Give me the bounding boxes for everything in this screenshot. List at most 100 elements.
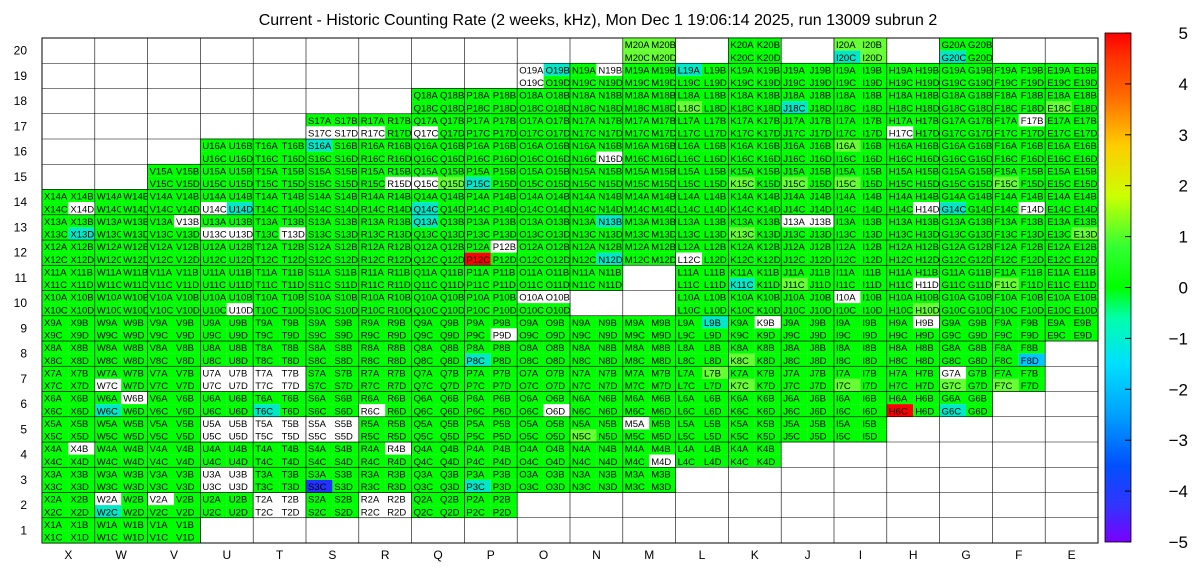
heatmap-cell: [649, 378, 676, 392]
cell-label: V1B: [176, 520, 194, 531]
heatmap-cell: [913, 315, 940, 329]
heatmap-cell: [438, 315, 465, 329]
heatmap-cell: [596, 315, 623, 329]
cell-label: I8A: [836, 343, 851, 354]
cell-label: V14B: [176, 192, 199, 203]
cell-label: S5C: [308, 432, 327, 443]
cell-label: H16D: [915, 154, 939, 165]
heatmap-cell: [622, 328, 650, 341]
cell-label: H12D: [915, 255, 939, 266]
cell-label: W5C: [97, 432, 118, 443]
cell-label: K7A: [730, 368, 749, 379]
cell-label: R6D: [387, 406, 406, 417]
cell-label: I13C: [836, 230, 856, 241]
heatmap-cell: [1018, 341, 1046, 354]
cell-label: O13C: [519, 230, 544, 241]
heatmap-cell: [147, 429, 174, 442]
cell-label: H11B: [915, 267, 938, 278]
cell-label: G10C: [942, 305, 967, 316]
cell-label: O16D: [546, 154, 571, 165]
heatmap-cell: [1045, 315, 1072, 329]
cell-label: X1D: [70, 533, 89, 544]
cell-label: U5B: [229, 419, 247, 430]
cell-label: M12C: [625, 255, 650, 266]
cell-label: T16A: [255, 141, 278, 152]
heatmap-cell: [992, 378, 1019, 392]
heatmap-cell: [68, 353, 95, 367]
cell-label: U14C: [202, 204, 226, 215]
heatmap-cell: [649, 467, 676, 480]
cell-label: S12A: [308, 242, 332, 253]
cell-label: N16B: [598, 141, 622, 152]
cell-label: M4D: [651, 457, 671, 468]
cell-label: G7B: [968, 368, 987, 379]
cell-label: K4A: [730, 444, 749, 455]
cell-label: O4B: [546, 444, 565, 455]
cell-label: X10D: [70, 305, 94, 316]
cell-label: J12C: [783, 255, 805, 266]
cell-label: L13D: [704, 230, 727, 241]
heatmap-cell: [226, 315, 254, 329]
cell-label: H13C: [889, 230, 913, 241]
cell-label: L17D: [704, 129, 727, 140]
cell-label: J15C: [783, 179, 805, 190]
cell-label: P2C: [466, 507, 485, 518]
cell-label: U4D: [229, 457, 248, 468]
x-tick-label: G: [961, 548, 970, 562]
plot-area: X1AX1BX1CX1DW1AW1BW1CW1DV1AV1BV1CV1DV1AV…: [41, 37, 1099, 544]
cell-label: F11A: [994, 267, 1017, 278]
cell-label: N14A: [572, 192, 596, 203]
chart-title: Current - Historic Counting Rate (2 week…: [259, 12, 938, 29]
heatmap-cell: [886, 391, 914, 405]
heatmap-cell: [279, 341, 306, 354]
cell-label: G14D: [968, 204, 993, 215]
cell-label: G8D: [968, 356, 988, 367]
cell-label: G17C: [942, 129, 967, 140]
cell-label: T13D: [282, 230, 305, 241]
cell-label: M19D: [651, 78, 676, 89]
heatmap-cell: [464, 467, 491, 480]
heatmap-cell: [490, 442, 518, 455]
heatmap-cell: [147, 366, 174, 379]
heatmap-cell: [147, 442, 174, 455]
cell-label: S2C: [308, 507, 327, 518]
cell-label: O19C: [519, 78, 544, 89]
cell-label: E13B: [1074, 217, 1097, 228]
heatmap-cell: [913, 328, 940, 341]
cell-label: T8D: [282, 356, 300, 367]
cell-label: H18A: [889, 91, 913, 102]
heatmap-cell: [121, 391, 148, 405]
cell-label: Q15C: [414, 179, 439, 190]
cell-label: X13B: [70, 217, 93, 228]
heatmap-cell: [68, 378, 95, 392]
cell-label: Q16D: [440, 154, 465, 165]
cell-label: M4C: [625, 457, 645, 468]
heatmap-cell: [728, 341, 755, 354]
heatmap-cell: [147, 328, 174, 341]
cell-label: N6A: [572, 394, 591, 405]
heatmap-cell: [939, 353, 966, 367]
cell-label: I19C: [836, 78, 856, 89]
cell-label: K18B: [757, 91, 780, 102]
cell-label: O8D: [546, 356, 566, 367]
cell-label: N4C: [572, 457, 591, 468]
cell-label: J5A: [783, 419, 800, 430]
heatmap-cell: [306, 328, 333, 341]
cell-label: W3C: [97, 482, 118, 493]
cell-label: W9B: [123, 318, 144, 329]
cell-label: J9C: [783, 331, 800, 342]
heatmap-cell: [200, 315, 227, 329]
cell-label: Q4B: [440, 444, 459, 455]
cell-label: G6C: [942, 406, 962, 417]
cell-label: K7D: [757, 381, 776, 392]
heatmap-cell: [728, 416, 755, 430]
color-scale-label: −1: [1169, 329, 1188, 348]
heatmap-cell: [174, 404, 201, 417]
cell-label: H14B: [915, 192, 939, 203]
cell-label: T2D: [282, 507, 300, 518]
heatmap-cell: [174, 341, 201, 354]
heatmap-cell: [332, 467, 359, 480]
cell-label: P16C: [466, 154, 490, 165]
cell-label: N3C: [572, 482, 591, 493]
